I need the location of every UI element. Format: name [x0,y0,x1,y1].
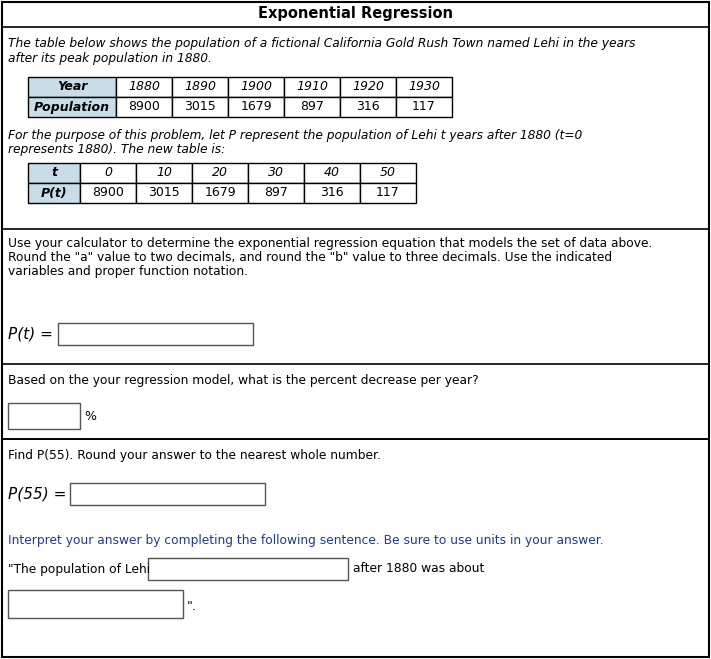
Bar [360,183,416,203]
Text: Round the "a" value to two decimals, and round the "b" value to three decimals. : Round the "a" value to two decimals, and… [8,251,612,264]
Text: t: t [51,167,57,179]
Text: 3015: 3015 [184,101,216,113]
Bar [172,97,228,117]
Bar [70,483,265,505]
Bar [228,97,284,117]
Text: 40: 40 [324,167,340,179]
Text: 316: 316 [320,186,344,200]
Text: 1890: 1890 [184,80,216,94]
Bar [340,97,396,117]
Bar [136,183,192,203]
Text: 10: 10 [156,167,172,179]
Bar [80,163,136,183]
Bar [192,183,248,203]
Bar [136,163,192,183]
Text: Population: Population [34,101,110,113]
Text: 897: 897 [264,186,288,200]
Text: For the purpose of this problem, let P represent the population of Lehi t years : For the purpose of this problem, let P r… [8,129,582,142]
Text: 897: 897 [300,101,324,113]
Text: Exponential Regression: Exponential Regression [257,6,452,21]
Text: 1930: 1930 [408,80,440,94]
Text: 20: 20 [212,167,228,179]
Bar [360,163,416,183]
Bar [396,77,452,97]
Text: P(t) =: P(t) = [8,326,53,341]
Bar [148,558,348,580]
Text: %: % [84,411,96,424]
Bar [116,77,172,97]
Bar [248,183,304,203]
Bar [28,183,80,203]
Text: 1900: 1900 [240,80,272,94]
Text: 1920: 1920 [352,80,384,94]
Text: "The population of Lehi: "The population of Lehi [8,563,150,575]
Text: 30: 30 [268,167,284,179]
Text: 1910: 1910 [296,80,328,94]
Text: 8900: 8900 [128,101,160,113]
Text: 1679: 1679 [204,186,236,200]
Bar [228,77,284,97]
Text: 3015: 3015 [148,186,180,200]
Text: 1880: 1880 [128,80,160,94]
Text: 117: 117 [376,186,400,200]
Text: 1679: 1679 [240,101,272,113]
Text: Use your calculator to determine the exponential regression equation that models: Use your calculator to determine the exp… [8,237,653,250]
Text: after its peak population in 1880.: after its peak population in 1880. [8,52,212,65]
Text: 0: 0 [104,167,112,179]
Bar [8,403,80,429]
Bar [304,183,360,203]
Text: Based on the your regression model, what is the percent decrease per year?: Based on the your regression model, what… [8,374,479,387]
Text: 50: 50 [380,167,396,179]
Text: Year: Year [57,80,87,94]
Text: represents 1880). The new table is:: represents 1880). The new table is: [8,143,225,156]
Bar [396,97,452,117]
Bar [28,163,80,183]
Text: Interpret your answer by completing the following sentence. Be sure to use units: Interpret your answer by completing the … [8,534,604,547]
Bar [284,97,340,117]
Bar [248,163,304,183]
Text: 8900: 8900 [92,186,124,200]
Text: P(t): P(t) [41,186,68,200]
Bar [172,77,228,97]
Bar [80,183,136,203]
Bar [340,77,396,97]
Text: P(55) =: P(55) = [8,486,66,501]
Text: 316: 316 [356,101,380,113]
Text: The table below shows the population of a fictional California Gold Rush Town na: The table below shows the population of … [8,37,636,50]
Text: after 1880 was about: after 1880 was about [353,563,484,575]
Text: 117: 117 [412,101,436,113]
Bar [192,163,248,183]
Bar [116,97,172,117]
Bar [28,97,116,117]
Bar [304,163,360,183]
Text: ".: ". [187,600,197,612]
Bar [284,77,340,97]
Bar [58,323,253,345]
Text: variables and proper function notation.: variables and proper function notation. [8,265,248,278]
Text: Find P(55). Round your answer to the nearest whole number.: Find P(55). Round your answer to the nea… [8,449,381,462]
Bar [28,77,116,97]
Bar [8,590,183,618]
